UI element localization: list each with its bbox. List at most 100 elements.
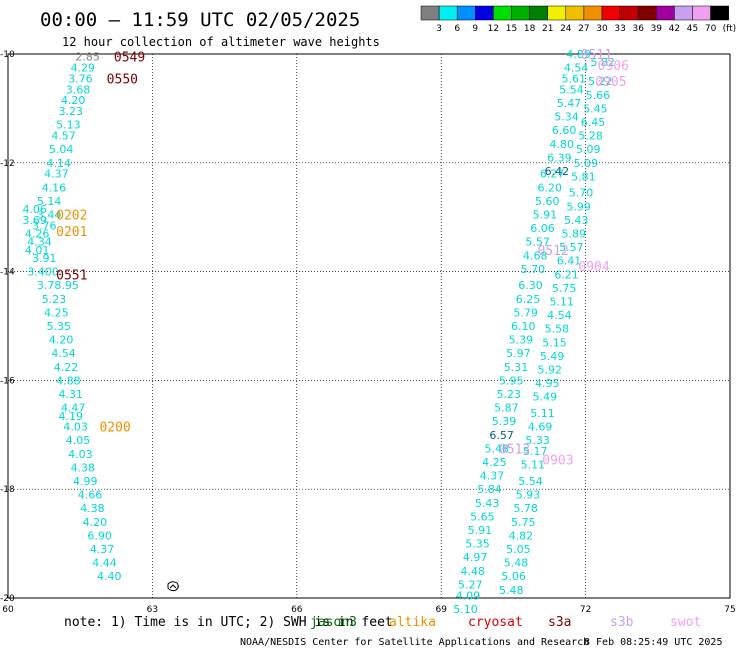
wave-height-value: 5.15 — [542, 336, 567, 349]
wave-height-value: 5.97 — [506, 347, 531, 360]
wave-height-value: 3.76 — [32, 219, 57, 232]
wave-height-value: 3.68 — [66, 83, 91, 96]
wave-height-value: 5.81 — [571, 170, 596, 183]
y-tick-label: -18 — [0, 485, 15, 495]
wave-height-value: 5.75 — [511, 516, 536, 529]
wave-height-value: 4.99 — [73, 475, 98, 488]
wave-height-value: 4.29 — [71, 62, 96, 75]
color-scale-label: 39 — [651, 24, 663, 34]
wave-height-value: 3.23 — [59, 105, 84, 118]
wave-height-value: 4.03 — [68, 448, 93, 461]
wave-height-value: 6.57 — [489, 429, 514, 442]
color-scale-bar: 3 6 9 12 15 18 21 24 27 30 33 36 39 42 45 70 (ft) — [420, 5, 736, 34]
wave-height-value: 5.54 — [559, 83, 584, 96]
wave-height-value: 4.88 — [56, 374, 80, 387]
color-swatch — [601, 5, 621, 21]
wave-height-value: 5.95 — [499, 374, 523, 387]
color-scale-label: 36 — [632, 24, 644, 34]
color-scale-label: 24 — [560, 24, 572, 34]
x-tick-label: 63 — [147, 605, 158, 615]
wave-height-value: 4.37 — [44, 168, 69, 181]
color-scale-label: 42 — [669, 24, 680, 34]
wave-height-value: 5.49 — [533, 391, 558, 404]
x-tick-label: 69 — [435, 605, 447, 615]
wave-height-value: 5.35 — [47, 320, 72, 333]
wave-height-value: 5.11 — [550, 296, 575, 309]
axis-tick-labels: 60 63 66 69 72 75 -10 -12 -14 -16 -18 -20 — [0, 50, 736, 615]
footer-timestamp: 8 Feb 08:25:49 UTC 2025 — [584, 637, 722, 648]
wave-height-value: 4.97 — [463, 551, 488, 564]
wave-height-value: 5.75 — [552, 282, 577, 295]
wave-height-value: 4.34 — [27, 236, 52, 249]
wave-height-value: 4.06 — [22, 203, 47, 216]
wave-height-value: 3.44 — [37, 208, 62, 221]
color-swatch — [619, 5, 639, 21]
color-swatch — [420, 5, 440, 21]
wave-height-value: 4.54 — [51, 347, 76, 360]
legend-entry: altika — [389, 615, 436, 630]
wave-height-value: 5.14 — [37, 195, 62, 208]
color-swatch — [475, 5, 494, 21]
color-swatch — [456, 5, 476, 21]
wave-height-value: 5.87 — [494, 402, 519, 415]
wave-height-value: 6.60 — [552, 124, 577, 137]
wave-height-value: 5.78 — [513, 502, 538, 515]
wave-height-value: 4.01 — [25, 244, 49, 257]
wave-height-value: 4.68 — [523, 249, 548, 262]
wave-height-value: 5.49 — [540, 350, 565, 363]
pass-time-label: 0200 — [99, 421, 130, 436]
color-swatch — [529, 5, 548, 21]
color-scale-label: 30 — [596, 24, 608, 34]
wave-height-value: 5.06 — [501, 570, 526, 583]
plot-frame — [7, 53, 731, 599]
pass-time-label: 0904 — [578, 260, 609, 275]
color-swatch — [547, 5, 567, 21]
wave-height-value: 5.48 — [485, 442, 510, 455]
wave-height-value: 5.54 — [518, 475, 543, 488]
wave-height-value: 4.25 — [482, 456, 507, 469]
x-tick-label: 75 — [724, 605, 735, 615]
wave-height-value: 4.57 — [51, 130, 76, 143]
color-swatch — [583, 5, 603, 21]
wave-height-value: 5.10 — [453, 603, 478, 616]
wave-height-value: 5.82 — [590, 56, 615, 69]
wave-height-value: 4.09 — [456, 589, 481, 602]
wave-height-value: 5.70 — [521, 263, 546, 276]
wave-height-value: 5.58 — [545, 323, 570, 336]
y-tick-label: -12 — [0, 159, 15, 169]
grid-lines — [8, 54, 730, 598]
pass-time-label: 0511 — [581, 48, 612, 63]
wave-height-value: 5.57 — [559, 241, 584, 254]
pass-time-label: 0549 — [114, 51, 145, 66]
wave-height-value: 3.91 — [32, 252, 57, 265]
wave-height-value: 4.66 — [78, 489, 103, 502]
pass-time-label: 0905 — [595, 75, 626, 90]
pass-time-label: 0903 — [542, 453, 573, 468]
wave-height-value: 4.03 — [63, 421, 88, 434]
pass-time-label: 0551 — [56, 268, 87, 283]
legend-entry: jason3 — [310, 615, 357, 630]
color-swatch — [493, 5, 512, 21]
wave-height-value: 4.22 — [54, 361, 79, 374]
wave-height-value: 5.93 — [516, 489, 541, 502]
legend-entry: s3b — [610, 615, 634, 630]
wave-height-value: 4.14 — [47, 157, 72, 170]
color-scale-label: 21 — [542, 24, 553, 34]
wave-height-value: 5.57 — [525, 236, 550, 249]
wave-height-labels: 2.854.293.763.684.203.235.134.575.044.14… — [22, 48, 614, 616]
wave-height-value: 4.37 — [90, 543, 115, 556]
x-tick-label: 60 — [2, 605, 14, 615]
wave-height-value: 5.43 — [475, 497, 500, 510]
color-swatch — [637, 5, 657, 21]
wave-height-value: 5.05 — [506, 543, 531, 556]
wave-height-value: 2.85 — [75, 51, 100, 64]
pass-time-label: 0512 — [537, 244, 568, 259]
wave-height-value: 5.89 — [562, 228, 587, 241]
wave-height-value: 5.23 — [497, 388, 522, 401]
color-scale-label: 70 — [705, 24, 717, 34]
pass-time-label: 0550 — [107, 72, 138, 87]
wave-height-value: 5.43 — [564, 214, 589, 227]
wave-height-value: 4.54 — [547, 309, 572, 322]
